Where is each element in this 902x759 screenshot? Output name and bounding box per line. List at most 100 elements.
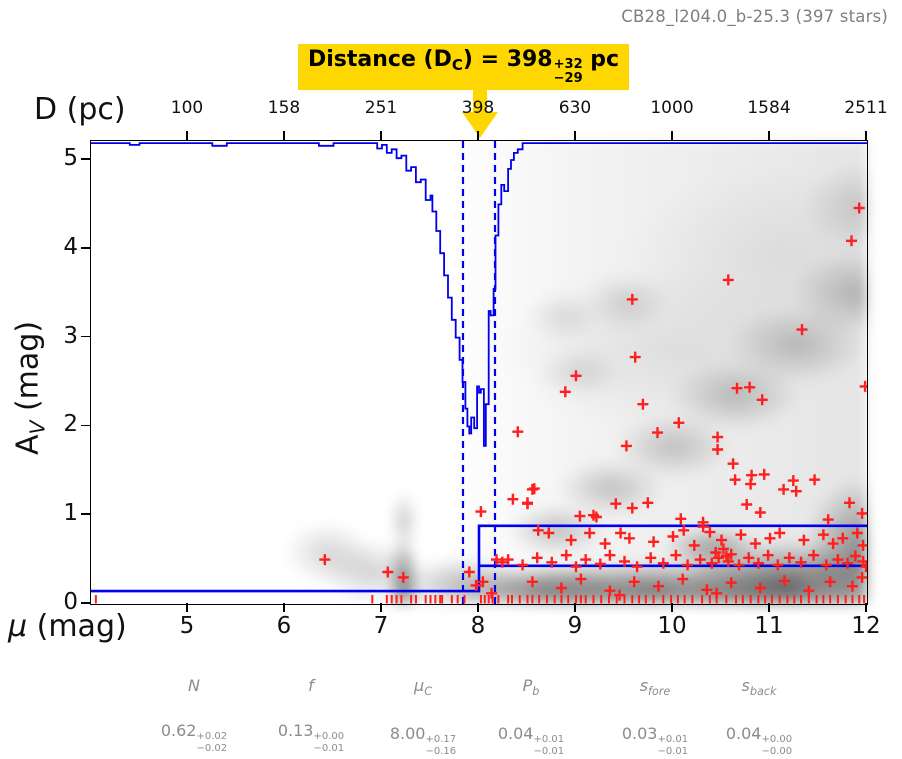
distance-arrow-stem <box>473 81 487 113</box>
star-marker <box>570 370 582 382</box>
star-marker <box>694 554 706 566</box>
star-marker <box>808 549 820 561</box>
fit-parameter-pb: Pb 0.04 +0.01 −0.01 <box>498 676 564 757</box>
parameter-name: μC <box>414 676 432 699</box>
top-axis-tick <box>768 131 770 140</box>
annotation-subscript: C <box>451 56 463 74</box>
top-axis-tick <box>380 131 382 140</box>
parameter-value: 0.04 +0.00 −0.00 <box>725 724 793 757</box>
star-marker <box>762 549 774 561</box>
star-marker <box>688 539 700 551</box>
y-axis-tick-label: 5 <box>63 145 78 171</box>
top-axis-tick <box>865 131 867 140</box>
top-axis-tick-label: 2511 <box>844 98 888 118</box>
star-marker <box>803 585 815 597</box>
x-axis-symbol: μ <box>8 609 28 644</box>
star-marker <box>673 417 685 429</box>
star-marker <box>610 498 622 510</box>
y-axis-tick <box>81 335 90 338</box>
top-axis-tick <box>283 131 285 140</box>
y-axis-tick-label: 2 <box>63 411 78 438</box>
parameter-name: f <box>308 676 314 695</box>
star-marker <box>604 549 616 561</box>
star-marker <box>397 571 409 583</box>
star-marker <box>677 573 689 585</box>
y-axis-tick-label: 1 <box>63 500 78 527</box>
parameter-value: 0.03 +0.01 −0.01 <box>621 724 689 757</box>
star-marker <box>526 483 538 495</box>
star-marker <box>670 549 682 561</box>
star-marker <box>752 557 764 569</box>
star-marker <box>652 427 663 439</box>
x-axis-tick <box>283 603 285 612</box>
star-marker <box>704 526 716 538</box>
top-axis-tick <box>574 131 576 140</box>
star-marker <box>590 511 602 523</box>
x-axis-tick-label: 7 <box>373 613 389 639</box>
top-axis-tick-label: 1584 <box>747 98 791 118</box>
fit-parameter-μc: μC 8.00 +0.17 −0.16 <box>390 676 456 757</box>
plot-area <box>90 140 868 605</box>
top-axis-label-text: D (pc) <box>34 92 126 127</box>
star-marker <box>820 559 832 571</box>
top-axis-tick-label: 158 <box>267 98 301 118</box>
star-marker <box>846 235 857 247</box>
x-axis-tick-label: 12 <box>851 613 881 639</box>
star-marker <box>795 556 807 568</box>
star-marker <box>844 497 855 509</box>
star-marker <box>722 274 734 286</box>
distance-unit: pc <box>582 47 620 72</box>
star-marker <box>619 555 630 567</box>
x-axis-tick <box>574 603 576 612</box>
star-marker <box>756 394 768 406</box>
star-marker <box>851 527 863 539</box>
star-marker <box>470 579 482 591</box>
star-marker <box>716 534 727 546</box>
star-marker <box>631 561 643 573</box>
star-marker <box>512 426 524 438</box>
star-marker <box>697 521 709 533</box>
star-marker <box>628 576 640 588</box>
star-marker <box>522 498 533 510</box>
star-marker <box>798 534 810 546</box>
figure-title: CB28_l204.0_b-25.3 (397 stars) <box>621 7 888 26</box>
annotation-prefix: Distance (D <box>308 47 452 72</box>
extinction-profile-line <box>91 524 867 593</box>
star-marker <box>531 552 543 564</box>
star-marker <box>623 532 635 544</box>
star-marker <box>629 351 641 363</box>
x-axis-tick-label: 6 <box>276 613 292 639</box>
star-marker <box>620 440 632 452</box>
star-marker <box>859 380 867 392</box>
star-marker <box>837 532 849 544</box>
star-marker <box>701 584 713 596</box>
parameter-name: sfore <box>639 676 671 699</box>
star-marker <box>555 582 567 594</box>
x-axis-tick-label: 8 <box>470 613 486 639</box>
star-marker <box>615 527 627 539</box>
top-axis-tick <box>671 131 673 140</box>
y-axis-tick <box>81 513 90 515</box>
star-marker <box>645 552 657 564</box>
parameter-name: sback <box>741 676 777 699</box>
star-marker <box>832 554 844 566</box>
star-marker <box>580 554 592 566</box>
star-marker <box>496 556 508 568</box>
star-marker <box>743 552 755 564</box>
x-axis-label: μ (mag) <box>8 609 127 644</box>
star-marker <box>790 485 802 497</box>
x-axis-tick <box>477 603 479 612</box>
star-marker <box>856 507 867 519</box>
x-axis-tick <box>186 603 188 612</box>
parameter-value: 0.04 +0.01 −0.01 <box>497 724 565 757</box>
star-marker <box>729 474 741 486</box>
x-axis-tick-label: 10 <box>657 613 687 639</box>
x-axis-tick <box>380 603 382 612</box>
y-axis-tick <box>81 424 90 427</box>
top-axis-tick <box>186 131 188 140</box>
star-marker <box>735 529 747 541</box>
distance-arrow-icon <box>462 112 498 138</box>
star-marker <box>849 550 861 562</box>
star-marker <box>682 559 694 571</box>
star-marker <box>822 514 834 526</box>
